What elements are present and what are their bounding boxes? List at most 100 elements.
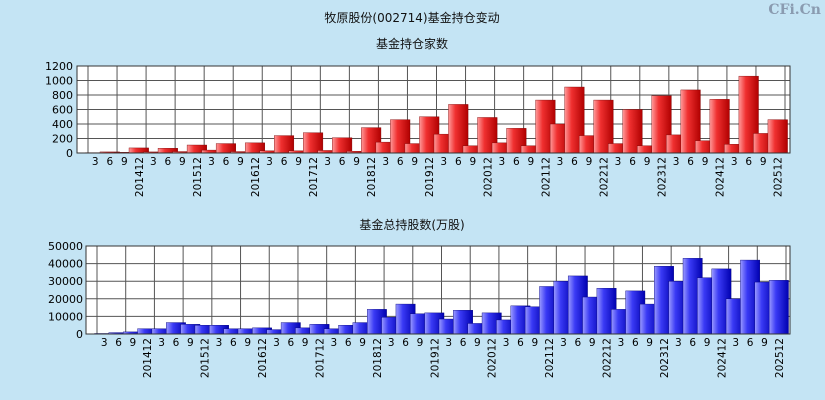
- total-shares-x-tick-label-26: 9: [474, 337, 481, 349]
- total-shares-x-tick-label-21: 6: [402, 337, 409, 349]
- total-shares-x-tick-label-19: 201812: [372, 338, 384, 378]
- total-shares-y-tick-label-1: 10000: [48, 310, 83, 323]
- fund-count-x-tick-label-26: 9: [469, 156, 476, 168]
- total-shares-x-tick-label-1: 6: [115, 337, 122, 349]
- fund-count-x-tick-label-21: 6: [397, 156, 404, 168]
- fund-count-x-tick-label-16: 3: [324, 156, 331, 168]
- total-shares-x-tick-label-9: 6: [230, 337, 237, 349]
- fund-count-x-tick-label-44: 3: [731, 156, 738, 168]
- fund-count-x-tick-label-40: 3: [673, 156, 680, 168]
- fund-count-x-tick-label-20: 3: [382, 156, 389, 168]
- total-shares-x-tick-label-2: 9: [130, 337, 137, 349]
- total-shares-x-tick-label-45: 6: [747, 337, 754, 349]
- fund-count-x-tick-label-1: 6: [106, 156, 113, 168]
- total-shares-x-tick-label-46: 9: [761, 337, 768, 349]
- fund-count-x-tick-label-28: 3: [499, 156, 506, 168]
- total-shares-y-tick-label-4: 40000: [48, 258, 83, 271]
- fund-count-x-tick-label-9: 6: [223, 156, 230, 168]
- fund-count-x-tick-label-2: 9: [121, 156, 128, 168]
- fund-count-bar-17: [332, 137, 353, 154]
- fund-count-x-tick-label-8: 3: [208, 156, 215, 168]
- total-shares-x-tick-label-15: 201712: [314, 338, 326, 378]
- total-shares-x-tick-label-3: 201412: [142, 338, 154, 378]
- fund-count-x-tick-label-27: 202012: [482, 157, 494, 197]
- fund-count-y-tick-label-5: 1000: [45, 75, 73, 88]
- fund-count-x-tick-label-30: 9: [528, 156, 535, 168]
- fund-count-bar-13: [274, 135, 295, 154]
- fund-count-y-tick-label-2: 400: [52, 118, 73, 131]
- total-shares-x-tick-label-17: 6: [345, 337, 352, 349]
- fund-count-x-tick-label-19: 201812: [366, 157, 378, 197]
- total-shares-chart-title: 基金总持股数(万股): [359, 217, 464, 232]
- fund-count-x-tick-label-34: 9: [586, 156, 593, 168]
- fund-count-x-tick-label-15: 201712: [308, 157, 320, 197]
- fund-count-x-tick-label-37: 6: [629, 156, 636, 168]
- fund-count-x-tick-label-35: 202212: [598, 157, 610, 197]
- fund-count-x-tick-label-4: 3: [150, 156, 157, 168]
- total-shares-y-tick-label-0: 0: [76, 328, 83, 341]
- fund-count-y-tick-label-6: 1200: [45, 60, 73, 73]
- total-shares-x-tick-label-35: 202212: [602, 338, 614, 378]
- fund-count-x-tick-label-46: 9: [760, 156, 767, 168]
- fund-count-y-tick-label-1: 200: [52, 133, 73, 146]
- watermark: CFi.Cn: [768, 2, 821, 18]
- fund-count-x-tick-label-5: 6: [165, 156, 172, 168]
- fund-count-x-tick-label-10: 9: [237, 156, 244, 168]
- total-shares-x-tick-label-11: 201612: [257, 338, 269, 378]
- total-shares-y-tick-label-2: 20000: [48, 293, 83, 306]
- fund-count-x-tick-label-32: 3: [557, 156, 564, 168]
- total-shares-x-tick-label-47: 202512: [774, 338, 786, 378]
- total-shares-x-tick-label-38: 9: [646, 337, 653, 349]
- total-shares-x-tick-label-8: 3: [216, 337, 223, 349]
- total-shares-x-tick-label-44: 3: [732, 337, 739, 349]
- fund-count-y-tick-label-3: 600: [52, 104, 73, 117]
- fund-count-x-tick-label-36: 3: [615, 156, 622, 168]
- total-shares-x-tick-label-42: 9: [704, 337, 711, 349]
- total-shares-x-tick-label-12: 3: [273, 337, 280, 349]
- fund-count-x-tick-label-18: 9: [353, 156, 360, 168]
- total-shares-x-tick-label-30: 9: [531, 337, 538, 349]
- fund-count-plot-border: [76, 65, 791, 154]
- total-shares-x-tick-label-6: 9: [187, 337, 194, 349]
- fund-count-x-tick-label-6: 9: [179, 156, 186, 168]
- total-shares-x-tick-label-31: 202112: [544, 338, 556, 378]
- fund-count-x-tick-label-43: 202412: [715, 157, 727, 197]
- total-shares-x-tick-label-40: 3: [675, 337, 682, 349]
- total-shares-y-tick-label-5: 50000: [48, 240, 83, 253]
- fund-count-x-tick-label-24: 3: [440, 156, 447, 168]
- total-shares-x-tick-label-36: 3: [618, 337, 625, 349]
- total-shares-x-tick-label-20: 3: [388, 337, 395, 349]
- total-shares-x-tick-label-34: 9: [589, 337, 596, 349]
- total-shares-plot-border: [85, 245, 791, 335]
- total-shares-x-tick-label-37: 6: [632, 337, 639, 349]
- total-shares-x-tick-label-33: 6: [575, 337, 582, 349]
- total-shares-x-tick-label-5: 6: [173, 337, 180, 349]
- fund-count-x-tick-label-3: 201412: [134, 157, 146, 197]
- fund-count-x-tick-label-22: 9: [411, 156, 418, 168]
- total-shares-x-tick-label-18: 9: [359, 337, 366, 349]
- fund-count-x-tick-label-42: 9: [702, 156, 709, 168]
- total-shares-x-tick-label-14: 9: [302, 337, 309, 349]
- fund-count-x-tick-label-38: 9: [644, 156, 651, 168]
- fund-count-x-tick-label-45: 6: [745, 156, 752, 168]
- fund-count-y-tick-label-4: 800: [52, 89, 73, 102]
- total-shares-x-tick-label-27: 202012: [487, 338, 499, 378]
- total-shares-x-tick-label-4: 3: [158, 337, 165, 349]
- fund-count-x-tick-label-41: 6: [687, 156, 694, 168]
- fund-count-x-tick-label-14: 9: [295, 156, 302, 168]
- fund-count-x-tick-label-25: 6: [455, 156, 462, 168]
- fund-count-bar-15: [303, 132, 324, 154]
- fund-count-chart-title: 基金持仓家数: [376, 36, 448, 51]
- fund-count-y-tick-label-0: 0: [66, 147, 73, 160]
- fund-count-x-tick-label-13: 6: [281, 156, 288, 168]
- total-shares-x-tick-label-7: 201512: [200, 338, 212, 378]
- total-shares-x-tick-label-28: 3: [503, 337, 510, 349]
- fund-count-x-tick-label-11: 201612: [250, 157, 262, 197]
- total-shares-x-tick-label-43: 202412: [716, 338, 728, 378]
- fund-count-x-tick-label-12: 3: [266, 156, 273, 168]
- total-shares-y-tick-label-3: 30000: [48, 275, 83, 288]
